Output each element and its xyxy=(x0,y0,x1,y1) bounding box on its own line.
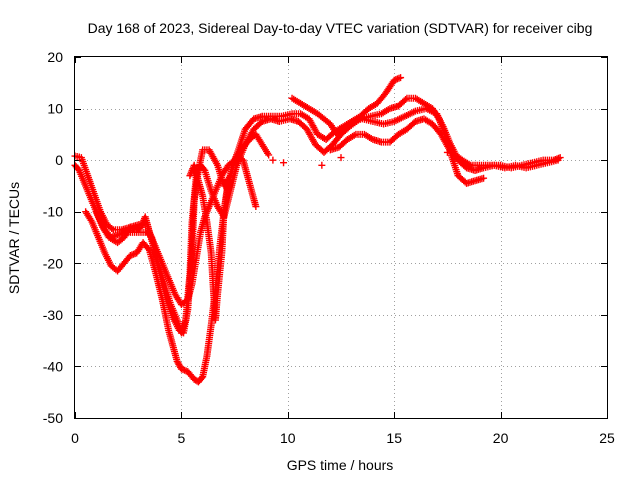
y-axis-label: SDTVAR / TECUs xyxy=(6,182,22,294)
data-point xyxy=(480,174,488,182)
y-tick-label: -40 xyxy=(43,358,63,374)
x-tick-label: 0 xyxy=(71,430,79,446)
y-tick-label: -30 xyxy=(43,307,63,323)
series-isolated xyxy=(269,148,451,169)
series-track-b xyxy=(71,94,562,337)
data-point xyxy=(443,148,451,156)
data-points xyxy=(71,74,564,386)
y-tick-label: 0 xyxy=(55,152,63,168)
y-tick-label: 10 xyxy=(47,101,63,117)
y-tick-label: -10 xyxy=(43,204,63,220)
series-track-e xyxy=(186,161,232,324)
x-axis-label: GPS time / hours xyxy=(287,457,394,473)
data-point xyxy=(144,245,152,253)
x-tick-label: 5 xyxy=(178,430,186,446)
series-track-g xyxy=(326,115,488,187)
y-tick-label: -20 xyxy=(43,255,63,271)
chart-title: Day 168 of 2023, Sidereal Day-to-day VTE… xyxy=(88,20,593,36)
series-track-c xyxy=(92,130,273,309)
data-point xyxy=(198,374,206,382)
data-point xyxy=(554,156,562,164)
data-point xyxy=(318,161,326,169)
y-tick-label: -50 xyxy=(43,410,63,426)
x-tick-label: 10 xyxy=(280,430,296,446)
data-point xyxy=(269,156,277,164)
plot-frame xyxy=(74,56,608,419)
data-point xyxy=(224,177,232,185)
x-tick-label: 20 xyxy=(493,430,509,446)
series-track-f xyxy=(288,74,405,138)
x-tick-label: 15 xyxy=(386,430,402,446)
data-point xyxy=(108,224,116,232)
data-point xyxy=(252,203,260,211)
data-point xyxy=(402,96,410,104)
x-tick-labels: 0 5 10 15 20 25 xyxy=(71,430,615,446)
y-tick-labels: -50 -40 -30 -20 -10 0 10 20 xyxy=(43,49,63,426)
data-point xyxy=(337,154,345,162)
data-point xyxy=(265,151,273,159)
x-tick-label: 25 xyxy=(599,430,615,446)
data-point xyxy=(397,74,405,82)
data-point xyxy=(280,159,288,167)
y-tick-label: 20 xyxy=(47,49,63,65)
